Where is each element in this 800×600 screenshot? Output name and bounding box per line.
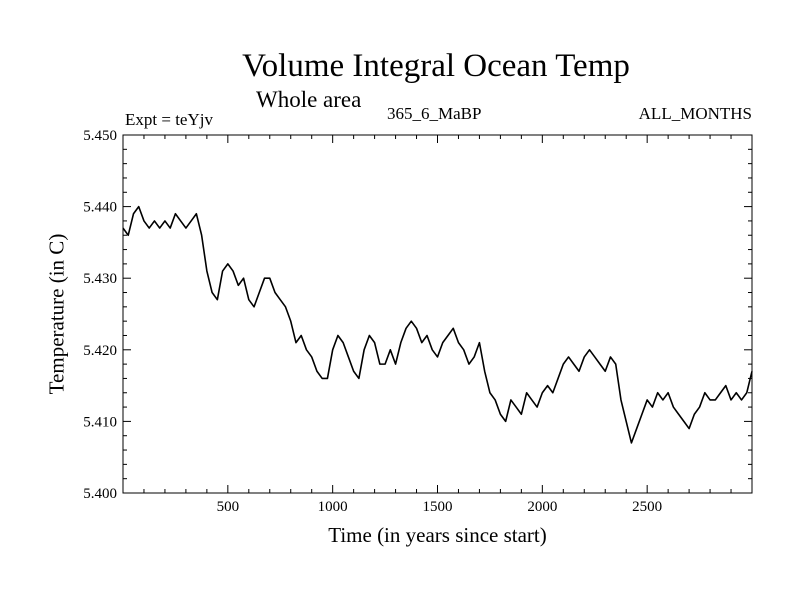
- y-tick-label: 5.410: [83, 414, 117, 430]
- plot-area: 5.400 5.410 5.420 5.430 5.440 5.450 500 1000 150…: [83, 128, 753, 515]
- y-axis-label: Temperature (in C): [44, 233, 69, 395]
- months-label: ALL_MONTHS: [638, 104, 752, 123]
- x-axis-label: Time (in years since start): [328, 523, 547, 547]
- y-tick-label: 5.400: [83, 486, 117, 502]
- chart-subtitle: Whole area: [256, 87, 362, 112]
- y-tick-label: 5.430: [83, 271, 117, 287]
- experiment-label: Expt = teYjv: [125, 110, 213, 129]
- x-tick-label: 2500: [632, 499, 662, 515]
- x-tick-label: 1000: [318, 499, 348, 515]
- series-line: [122, 205, 753, 444]
- plot-frame: [122, 134, 753, 494]
- period-label: 365_6_MaBP: [387, 104, 482, 123]
- x-tick-label: 2000: [527, 499, 557, 515]
- x-tick-label: 1500: [423, 499, 453, 515]
- y-tick-label: 5.440: [83, 200, 117, 216]
- y-tick-label: 5.420: [83, 343, 117, 359]
- chart-title: Volume Integral Ocean Temp: [242, 48, 630, 84]
- y-tick-label: 5.450: [83, 128, 117, 144]
- x-tick-label: 500: [217, 499, 240, 515]
